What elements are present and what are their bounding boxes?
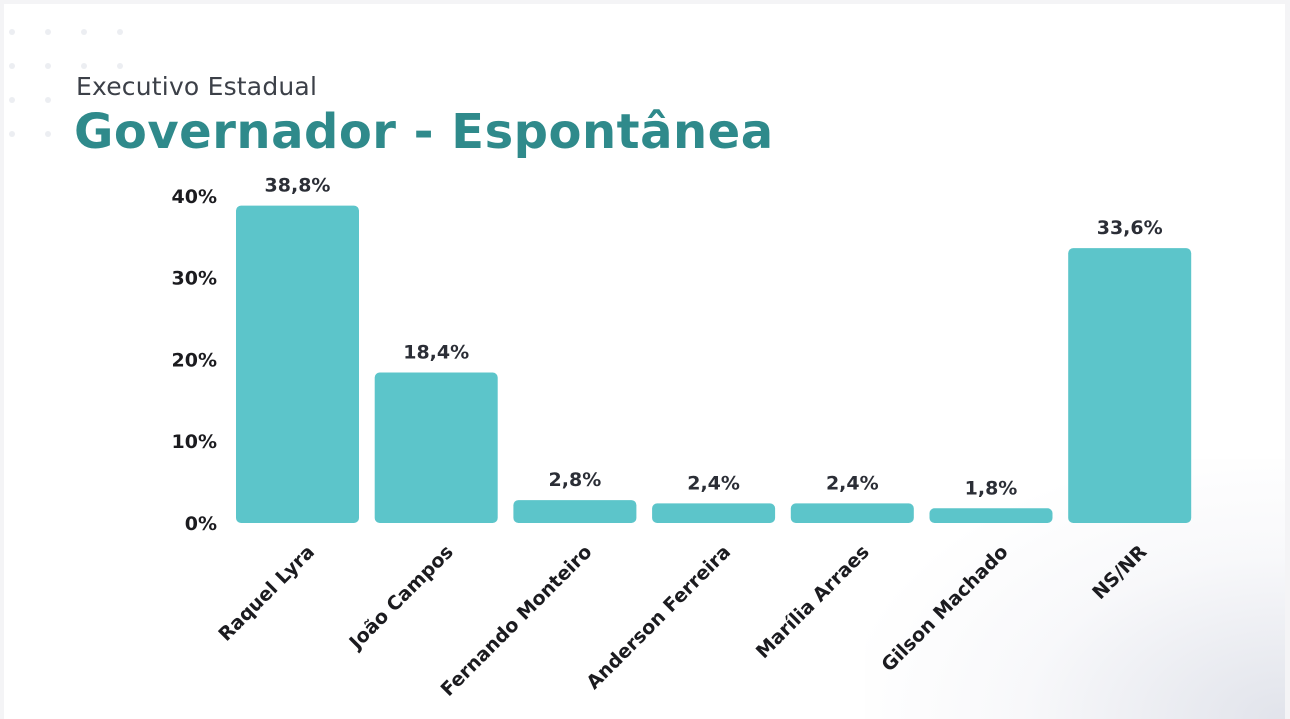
y-axis: 0% 10% 20% 30% 40% [172, 186, 217, 535]
x-category-label: Gilson Machado [877, 541, 1012, 676]
bar [374, 372, 498, 523]
y-tick-label: 0% [185, 513, 217, 535]
y-tick-label: 10% [172, 431, 217, 453]
bar-value-label: 38,8% [265, 175, 331, 197]
bar-value-label: 2,4% [687, 472, 740, 494]
x-category-label: Anderson Ferreira [582, 541, 735, 694]
y-tick-label: 20% [172, 349, 217, 371]
bar [929, 508, 1053, 523]
y-tick-label: 30% [172, 268, 217, 290]
bars-group [236, 205, 1192, 524]
bar [652, 503, 776, 523]
bar-value-label: 1,8% [965, 477, 1018, 499]
x-category-label: Marília Arraes [752, 541, 874, 663]
bar [236, 205, 359, 523]
y-tick-label: 40% [172, 186, 217, 208]
chart-title: Governador - Espontânea [74, 104, 774, 160]
data-labels-group: 38,8% 18,4% 2,8% 2,4% 2,4% 1,8% 33,6% [265, 175, 1163, 500]
bar-value-label: 2,8% [549, 469, 602, 491]
x-category-label: NS/NR [1088, 541, 1151, 604]
bar [1068, 248, 1192, 524]
bar [513, 500, 637, 523]
bar-value-label: 2,4% [826, 472, 879, 494]
chart-subtitle: Executivo Estadual [76, 72, 318, 101]
bar-value-label: 33,6% [1097, 217, 1163, 239]
bar [790, 503, 914, 523]
bar-value-label: 18,4% [403, 341, 469, 363]
x-category-label: Fernando Monteiro [437, 541, 597, 701]
x-category-label: João Campos [344, 541, 458, 655]
x-category-label: Raquel Lyra [214, 541, 319, 646]
